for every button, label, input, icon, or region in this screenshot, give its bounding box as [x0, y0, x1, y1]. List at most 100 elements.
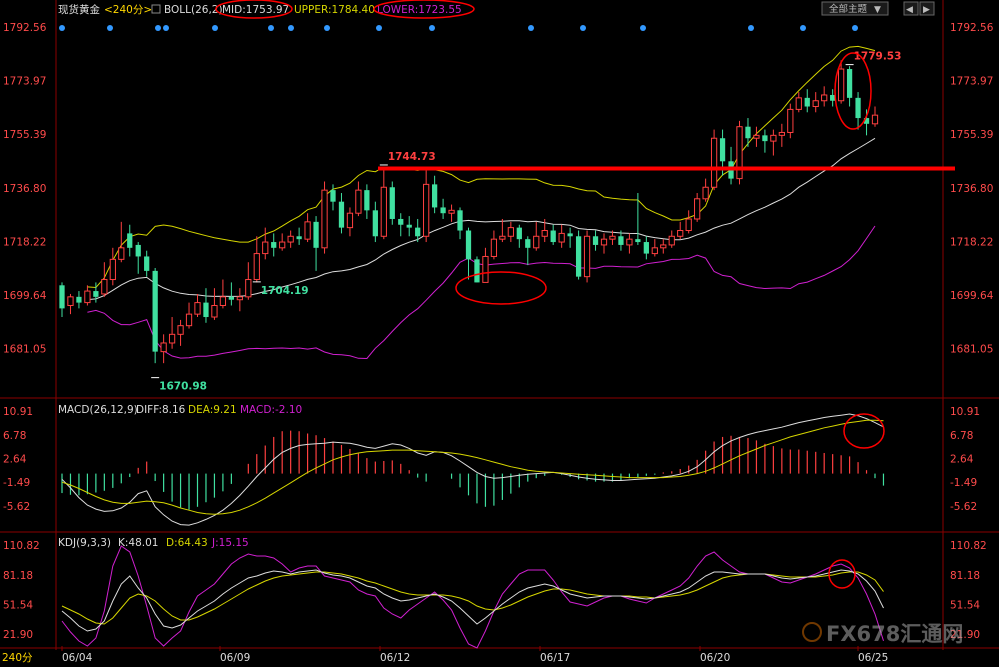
price-tick-label-left: 1718.22 — [3, 236, 46, 248]
candle-body — [778, 131, 785, 136]
candle-body — [837, 68, 845, 102]
kdj-tick-label-left: 81.18 — [3, 570, 33, 582]
candle-body — [804, 97, 810, 107]
watermark-text: FX678汇通网 — [826, 622, 963, 646]
event-marker-dot[interactable] — [163, 25, 169, 31]
macd-dea-line — [61, 419, 884, 515]
price-axis: 1792.56 1792.56 1773.97 1773.97 1755.39 1755.… — [3, 22, 994, 356]
event-marker-dot[interactable] — [155, 25, 161, 31]
event-marker-dot[interactable] — [268, 25, 274, 31]
top-controls[interactable]: 全部主题 ▼ ◀ ▶ — [821, 1, 935, 16]
macd-tick-label-left: 2.64 — [3, 453, 27, 465]
candle-body — [651, 247, 658, 255]
event-marker-dot[interactable] — [376, 25, 382, 31]
macd-diff: DIFF:8.16 — [136, 404, 186, 416]
macd-tick-label-right: 6.78 — [950, 430, 973, 442]
candle-body — [93, 291, 99, 297]
kdj-tick-label-left: 51.54 — [3, 599, 33, 611]
candle-body — [152, 270, 158, 352]
macd-tick-label-left: -1.49 — [3, 477, 30, 489]
candle-body — [431, 184, 438, 208]
event-marker-dot[interactable] — [800, 25, 806, 31]
theme-button-label: 全部主题 — [829, 3, 868, 15]
candle-body — [67, 296, 74, 306]
event-marker-dot[interactable] — [324, 25, 330, 31]
event-marker-dot[interactable] — [212, 25, 218, 31]
bollinger-bands — [87, 45, 876, 360]
event-marker-dot[interactable] — [852, 25, 858, 31]
candle-body — [372, 210, 378, 237]
candle-body — [203, 302, 209, 318]
candle-body — [609, 235, 616, 240]
candle-body — [219, 296, 227, 306]
price-annotations: 1670.98 1704.19 1744.73 1779.53 — [151, 51, 955, 393]
candle-body — [583, 235, 591, 278]
event-marker-dot[interactable] — [580, 25, 586, 31]
nav-prev-button[interactable] — [903, 1, 919, 16]
main-header: 现货黄金 <240分> BOLL(26,2) MID:1753.97 UPPER… — [58, 0, 475, 19]
date-axis: 06/04 06/09 06/12 06/17 06/20 06/25 — [61, 646, 888, 664]
candle-body — [211, 304, 218, 318]
price-tick-label-right: 1773.97 — [950, 76, 993, 88]
candle-body — [194, 302, 201, 315]
macd-lines — [61, 413, 884, 526]
candle-body — [118, 247, 125, 260]
price-tick-label-left: 1736.80 — [3, 183, 46, 195]
candle-body — [745, 126, 751, 139]
macd-highlight-circle — [843, 413, 885, 449]
candle-body — [321, 189, 328, 249]
candle-body — [448, 209, 455, 214]
price-tick-label-right: 1718.22 — [950, 236, 993, 248]
candle-body — [710, 137, 718, 188]
event-marker-dot[interactable] — [429, 25, 435, 31]
extreme-price-label: 1704.19 — [261, 285, 309, 297]
boll-upper-line — [87, 45, 876, 289]
candle-body — [516, 227, 522, 240]
candle-body — [821, 94, 828, 102]
period-label[interactable]: <240分> — [104, 4, 152, 16]
date-tick-label: 06/12 — [380, 652, 410, 664]
candle-body — [592, 236, 599, 245]
date-tick-label: 06/25 — [858, 652, 888, 664]
event-marker-dot[interactable] — [748, 25, 754, 31]
candle-body — [550, 230, 556, 243]
candle-body — [863, 118, 870, 124]
macd-tick-label-left: 10.91 — [3, 406, 33, 418]
event-marker-dot[interactable] — [59, 25, 65, 31]
high-highlight-circle — [834, 52, 872, 130]
candle-body — [338, 201, 345, 228]
price-tick-label-right: 1755.39 — [950, 129, 993, 141]
kdj-d-line — [61, 571, 884, 625]
event-marker-dot[interactable] — [528, 25, 534, 31]
candle-body — [660, 244, 667, 249]
candle-body — [830, 94, 836, 101]
kdj-tick-label-right: 51.54 — [950, 599, 980, 611]
candle-body — [245, 279, 252, 298]
candle-body — [635, 239, 641, 243]
candle-body — [380, 186, 387, 237]
candle-body — [567, 233, 573, 237]
boll-lower-value: LOWER:1723.55 — [377, 4, 462, 16]
macd-histogram — [61, 430, 885, 510]
theme-button[interactable] — [821, 1, 889, 16]
low-highlight-circle — [455, 271, 547, 305]
candle-body — [262, 241, 269, 255]
boll-label: BOLL(26,2) — [164, 4, 223, 16]
event-marker-dot[interactable] — [640, 25, 646, 31]
candle-body — [795, 97, 802, 110]
candle-body — [127, 233, 133, 248]
event-marker-dot[interactable] — [107, 25, 113, 31]
candle-body — [177, 325, 184, 335]
candle-body — [871, 114, 879, 125]
price-tick-label-right: 1699.64 — [950, 290, 994, 302]
kdj-name: KDJ(9,3,3) — [58, 537, 111, 549]
candle-body — [440, 207, 446, 214]
nav-next-button[interactable] — [919, 1, 935, 16]
candle-body — [457, 210, 463, 231]
event-marker-dot[interactable] — [288, 25, 294, 31]
candle-body — [719, 138, 726, 162]
candle-body — [499, 235, 506, 240]
kdj-highlight-circle — [828, 559, 856, 589]
price-tick-label-right: 1681.05 — [950, 344, 993, 356]
